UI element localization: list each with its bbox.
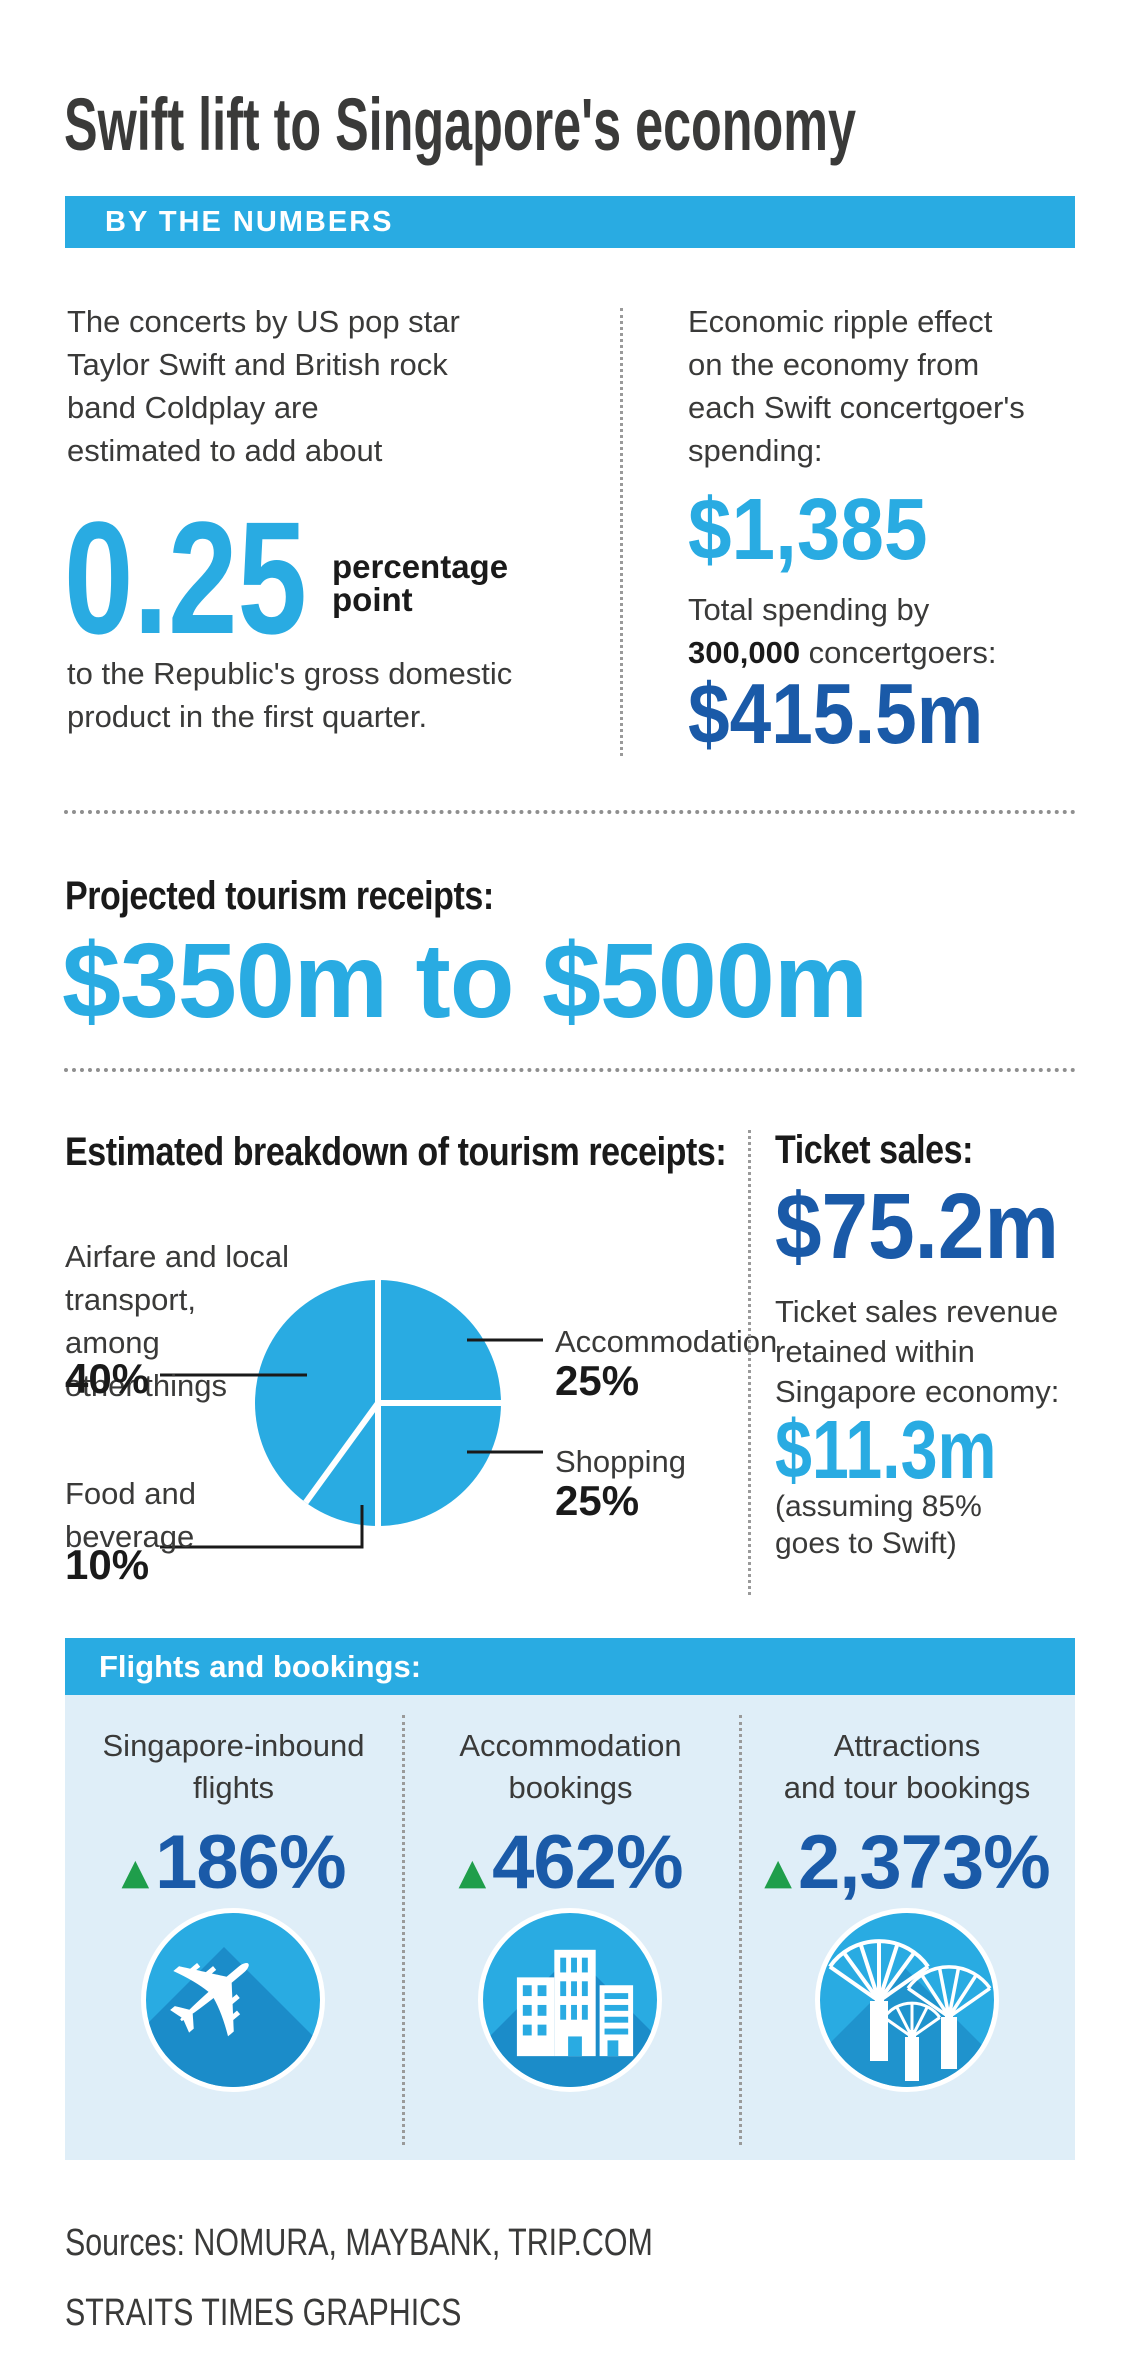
- page-title-text: Swift lift to Singapore's economy: [64, 83, 857, 166]
- page-title: Swift lift to Singapore's economy: [64, 82, 1140, 167]
- callout-line-food-beverage: [160, 1505, 364, 1549]
- flights-banner: Flights and bookings:: [65, 1638, 1075, 1695]
- flight-stat-figure: ▲ 186%: [121, 1820, 346, 1905]
- flight-stat-column: Accommodation bookings ▲ 462%: [402, 1695, 739, 2092]
- sources-text: Sources: NOMURA, MAYBANK, TRIP.COM: [65, 2222, 653, 2264]
- flights-panel: Singapore-inbound flights ▲ 186% ✈ Accom…: [65, 1695, 1075, 2160]
- total-spending-prefix: Total spending by: [688, 592, 930, 627]
- credit-text: STRAITS TIMES GRAPHICS: [65, 2292, 462, 2334]
- divider-vertical-pie: [748, 1130, 751, 1595]
- ticket-sales-heading-text: Ticket sales:: [775, 1128, 973, 1172]
- flight-stat-value: 186%: [155, 1820, 346, 1905]
- pie-label-accommodation: Accommodation: [555, 1324, 778, 1359]
- breakdown-title-text: Estimated breakdown of tourism receipts:: [65, 1130, 727, 1174]
- up-triangle-icon: ▲: [458, 1852, 487, 1893]
- per-person-spending-value: $1,385: [688, 481, 928, 578]
- flight-stat-figure: ▲ 2,373%: [764, 1820, 1051, 1905]
- pie-pct-accommodation: 25%: [555, 1357, 640, 1404]
- gdp-impact-unit: percentage point: [332, 548, 509, 618]
- total-spending-figure: $415.5m: [688, 672, 1024, 757]
- pie-slice-separators: [303, 1280, 501, 1526]
- ticket-retained-caption: Ticket sales revenue retained within Sin…: [775, 1294, 1060, 1409]
- ripple-effect-paragraph: Economic ripple effect on the economy fr…: [688, 304, 1025, 468]
- pie-pct-food-beverage: 10%: [65, 1541, 150, 1588]
- breakdown-section: Estimated breakdown of tourism receipts:…: [65, 1120, 1075, 1615]
- flight-stat-value: 462%: [492, 1820, 683, 1905]
- flight-stat-column: Singapore-inbound flights ▲ 186% ✈: [65, 1695, 402, 2092]
- per-person-spending: $1,385: [688, 486, 954, 573]
- breakdown-title: Estimated breakdown of tourism receipts:: [65, 1130, 843, 1175]
- gdp-impact-figure: 0.25 percentage point: [64, 498, 508, 658]
- total-spending-suffix: concertgoers:: [800, 635, 997, 670]
- pie-callout-lines: [160, 1338, 543, 1549]
- tourism-receipts-heading-text: Projected tourism receipts:: [65, 874, 494, 918]
- concertgoer-count: 300,000: [688, 635, 801, 670]
- buildings-icon: [516, 1949, 634, 2057]
- flight-stat-label: Accommodation bookings: [459, 1728, 682, 1805]
- supertrees-icon: [828, 1939, 992, 2081]
- pie-pct-airfare: 40%: [65, 1355, 150, 1402]
- ticket-sales-figure: $75.2m: [775, 1180, 1090, 1273]
- intro-left-paragraph-2: to the Republic's gross domestic product…: [67, 656, 513, 734]
- flight-stat-label: Singapore-inbound flights: [102, 1728, 365, 1805]
- up-triangle-icon: ▲: [121, 1852, 150, 1893]
- flight-stat-figure: ▲ 462%: [458, 1820, 683, 1905]
- up-triangle-icon: ▲: [764, 1852, 792, 1893]
- credit-line: STRAITS TIMES GRAPHICS: [65, 2292, 560, 2335]
- ticket-sales-value: $75.2m: [775, 1174, 1059, 1278]
- intro-left-paragraph: The concerts by US pop star Taylor Swift…: [67, 304, 460, 468]
- pie-pct-shopping: 25%: [555, 1477, 640, 1524]
- ticket-retained-value: $11.3m: [775, 1403, 997, 1496]
- ticket-note: (assuming 85% goes to Swift): [775, 1490, 982, 1560]
- gdp-impact-value: 0.25: [64, 488, 307, 667]
- divider-horizontal-1: [64, 810, 1076, 814]
- sources-line: Sources: NOMURA, MAYBANK, TRIP.COM: [65, 2222, 800, 2265]
- flight-stat-value: 2,373%: [797, 1820, 1051, 1905]
- kicker-text: BY THE NUMBERS: [105, 206, 394, 238]
- pie-label-shopping: Shopping: [555, 1444, 687, 1479]
- buildings-icon-circle: [478, 1908, 662, 2092]
- flight-stat-label: Attractions and tour bookings: [783, 1728, 1031, 1805]
- divider-vertical-panel-2: [739, 1715, 742, 2145]
- plane-icon-circle: ✈: [141, 1908, 325, 2092]
- kicker-banner: BY THE NUMBERS: [65, 196, 1075, 248]
- tourism-receipts-heading: Projected tourism receipts:: [65, 874, 569, 919]
- divider-horizontal-2: [64, 1068, 1076, 1072]
- ticket-sales-heading: Ticket sales:: [775, 1128, 1008, 1173]
- total-spending-value: $415.5m: [688, 667, 984, 762]
- pie-label-food-beverage: Food and beverage: [65, 1476, 196, 1554]
- flight-stat-column: Attractions and tour bookings ▲ 2,373%: [739, 1695, 1075, 2092]
- ticket-retained-figure: $11.3m: [775, 1408, 1052, 1491]
- divider-vertical-panel-1: [402, 1715, 405, 2145]
- supertrees-icon-circle: [815, 1908, 999, 2092]
- total-spending-caption: Total spending by 300,000 concertgoers:: [688, 588, 1088, 674]
- tourism-receipts-pie-chart: [160, 1280, 543, 1549]
- divider-vertical-top: [620, 308, 623, 756]
- tourism-receipts-value: $350m to $500m: [62, 922, 868, 1040]
- flights-banner-text: Flights and bookings:: [99, 1649, 422, 1684]
- pie-label-airfare: Airfare and local transport, among other…: [65, 1239, 290, 1403]
